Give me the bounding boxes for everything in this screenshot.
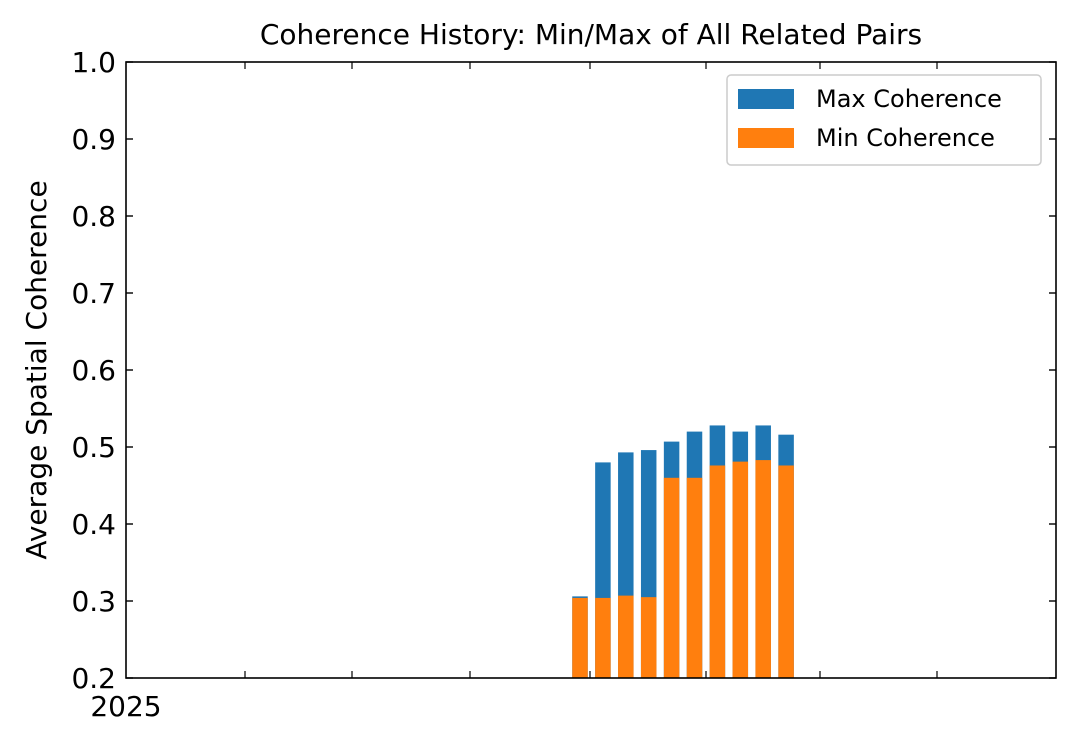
min-coherence-legend-swatch — [738, 128, 794, 148]
min-coherence-bar-9 — [755, 460, 771, 678]
min-coherence-bar-2 — [595, 597, 611, 678]
y-tick-label: 0.2 — [71, 662, 116, 695]
min-coherence-bar-7 — [709, 465, 726, 678]
max-coherence-legend-swatch — [738, 89, 794, 109]
y-tick-label: 0.6 — [71, 354, 116, 387]
y-tick-label: 0.5 — [71, 431, 116, 464]
legend-box — [726, 74, 1042, 166]
y-axis-label: Average Spatial Coherence — [20, 180, 53, 559]
min-coherence-bar-6 — [686, 477, 703, 678]
min-coherence-bar-5 — [663, 477, 680, 678]
max-coherence-legend-label: Max Coherence — [816, 85, 1002, 113]
chart-title: Coherence History: Min/Max of All Relate… — [260, 18, 922, 51]
min-coherence-legend-label: Min Coherence — [816, 124, 995, 152]
y-tick-label: 0.7 — [71, 277, 116, 310]
min-coherence-bar-4 — [640, 597, 657, 678]
y-tick-label: 0.8 — [71, 200, 116, 233]
min-coherence-bar-8 — [732, 461, 749, 678]
y-tick-label: 1.0 — [71, 46, 116, 79]
x-tick-label: 2025 — [90, 690, 161, 723]
bars-group — [572, 425, 794, 678]
legend: Max Coherence Min Coherence — [726, 74, 1042, 166]
min-coherence-bar-10 — [778, 465, 794, 678]
ticks-group: 0.2 0.3 0.4 0.5 0.6 0.7 0.8 0.9 1.0 2025 — [71, 46, 1056, 723]
y-tick-label: 0.4 — [71, 508, 116, 541]
y-tick-label: 0.3 — [71, 585, 116, 618]
min-coherence-bar-1 — [572, 597, 588, 678]
y-tick-label: 0.9 — [71, 123, 116, 156]
min-coherence-bar-3 — [618, 595, 634, 678]
